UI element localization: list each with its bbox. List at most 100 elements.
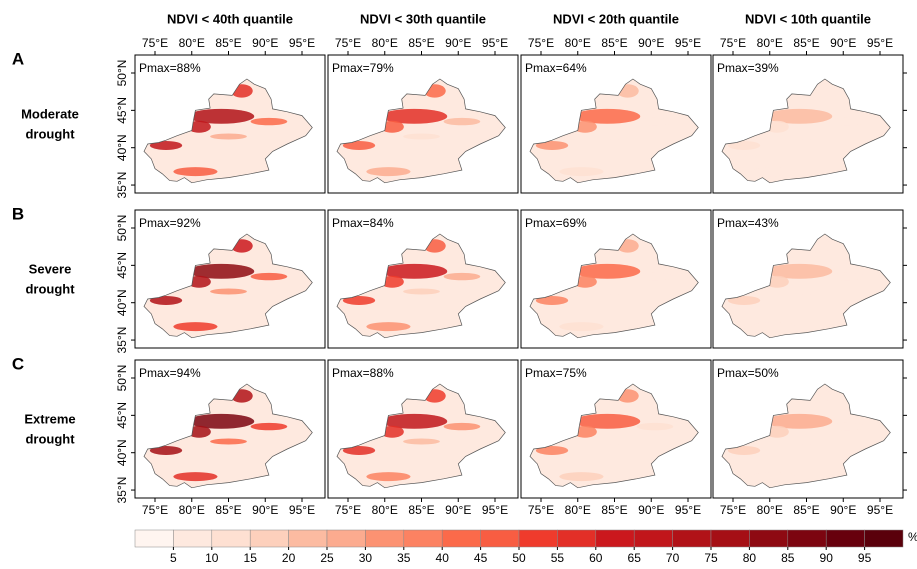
row-label: drought bbox=[25, 126, 75, 141]
lon-tick-label: 90°E bbox=[445, 36, 471, 50]
colorbar-label: 10 bbox=[205, 551, 219, 564]
drought-patch bbox=[788, 439, 825, 445]
colorbar-label: 90 bbox=[820, 551, 834, 564]
drought-patch bbox=[366, 322, 410, 331]
colorbar-label: 30 bbox=[359, 551, 373, 564]
lon-tick-label: 90°E bbox=[638, 36, 664, 50]
lon-tick-label: 90°E bbox=[252, 503, 278, 517]
drought-patch bbox=[637, 273, 674, 280]
pmax-label: Pmax=79% bbox=[332, 61, 394, 75]
lon-tick-label: 80°E bbox=[179, 503, 205, 517]
lon-tick-label: 85°E bbox=[215, 503, 241, 517]
map-panel bbox=[713, 210, 903, 348]
lat-tick-label: 45°N bbox=[115, 97, 129, 124]
colorbar-label: 5 bbox=[170, 551, 177, 564]
drought-patch bbox=[403, 134, 440, 140]
lon-tick-label: 85°E bbox=[408, 503, 434, 517]
drought-patch bbox=[637, 118, 674, 125]
row-label: Moderate bbox=[21, 106, 79, 121]
lon-tick-label: 90°E bbox=[252, 36, 278, 50]
colorbar-label: 95 bbox=[858, 551, 872, 564]
map-panel bbox=[328, 210, 518, 348]
drought-patch bbox=[559, 322, 603, 331]
lon-tick-label: 80°E bbox=[757, 503, 783, 517]
figure: NDVI < 40th quantile NDVI < 30th quantile… bbox=[0, 0, 917, 564]
lat-tick-label: 35°N bbox=[115, 172, 129, 199]
colorbar-cell bbox=[250, 530, 288, 547]
colorbar-cell bbox=[442, 530, 480, 547]
drought-patch bbox=[173, 322, 217, 331]
row-label: drought bbox=[25, 431, 75, 446]
row-label: Severe bbox=[29, 261, 72, 276]
lat-tick-label: 50°N bbox=[115, 365, 129, 392]
colorbar-cell bbox=[365, 530, 403, 547]
lon-tick-label: 75°E bbox=[335, 36, 361, 50]
lon-tick-label: 85°E bbox=[601, 36, 627, 50]
drought-patch bbox=[829, 423, 866, 430]
drought-patch bbox=[596, 134, 633, 140]
pmax-label: Pmax=94% bbox=[139, 366, 201, 380]
drought-patch bbox=[403, 439, 440, 445]
lon-tick-label: 75°E bbox=[142, 36, 168, 50]
column-title: NDVI < 30th quantile bbox=[360, 11, 486, 26]
map-panel bbox=[135, 55, 325, 193]
column-title: NDVI < 20th quantile bbox=[553, 11, 679, 26]
drought-patch bbox=[366, 472, 410, 481]
colorbar-label: 25 bbox=[320, 551, 334, 564]
colorbar-label: 35 bbox=[397, 551, 411, 564]
colorbar-cell bbox=[404, 530, 442, 547]
drought-patch bbox=[596, 439, 633, 445]
lon-tick-label: 90°E bbox=[445, 503, 471, 517]
drought-patch bbox=[173, 472, 217, 481]
pmax-label: Pmax=92% bbox=[139, 216, 201, 230]
colorbar-label: 50 bbox=[512, 551, 526, 564]
map-panel bbox=[328, 360, 518, 498]
lat-tick-label: 50°N bbox=[115, 60, 129, 87]
colorbar-label: 20 bbox=[282, 551, 296, 564]
lat-tick-label: 35°N bbox=[115, 477, 129, 504]
row-letter: A bbox=[12, 49, 24, 68]
lon-tick-label: 90°E bbox=[830, 503, 856, 517]
colorbar-label: 55 bbox=[551, 551, 565, 564]
lon-tick-label: 80°E bbox=[372, 36, 398, 50]
map-panel bbox=[713, 360, 903, 498]
lon-tick-label: 80°E bbox=[372, 503, 398, 517]
map-panel bbox=[328, 55, 518, 193]
row-letter: C bbox=[12, 354, 24, 373]
pmax-label: Pmax=64% bbox=[525, 61, 587, 75]
drought-patch bbox=[251, 118, 288, 125]
pmax-label: Pmax=88% bbox=[139, 61, 201, 75]
colorbar-label: 85 bbox=[781, 551, 795, 564]
lon-tick-label: 75°E bbox=[720, 36, 746, 50]
colorbar-cell bbox=[212, 530, 250, 547]
column-title: NDVI < 40th quantile bbox=[167, 11, 293, 26]
lon-tick-label: 95°E bbox=[675, 36, 701, 50]
drought-patch bbox=[444, 118, 481, 125]
lon-tick-label: 95°E bbox=[289, 36, 315, 50]
drought-patch bbox=[559, 167, 603, 176]
lon-tick-label: 90°E bbox=[830, 36, 856, 50]
drought-patch bbox=[173, 167, 217, 176]
lon-tick-label: 75°E bbox=[720, 503, 746, 517]
colorbar-cell bbox=[749, 530, 787, 547]
lon-tick-label: 80°E bbox=[565, 36, 591, 50]
map-panel bbox=[521, 210, 711, 348]
colorbar-cell bbox=[865, 530, 903, 547]
colorbar-cell bbox=[826, 530, 864, 547]
colorbar-label: 65 bbox=[628, 551, 642, 564]
lat-tick-label: 40°N bbox=[115, 134, 129, 161]
colorbar-label: 60 bbox=[589, 551, 603, 564]
row-label: Extreme bbox=[24, 411, 75, 426]
colorbar-label: 75 bbox=[704, 551, 718, 564]
lon-tick-label: 95°E bbox=[867, 36, 893, 50]
colorbar-cell bbox=[788, 530, 826, 547]
map-panel bbox=[521, 55, 711, 193]
lat-tick-label: 50°N bbox=[115, 215, 129, 242]
drought-patch bbox=[751, 322, 795, 331]
lon-tick-label: 95°E bbox=[289, 503, 315, 517]
map-panel bbox=[135, 210, 325, 348]
lon-tick-label: 85°E bbox=[793, 36, 819, 50]
lon-tick-label: 85°E bbox=[793, 503, 819, 517]
column-title: NDVI < 10th quantile bbox=[745, 11, 871, 26]
drought-patch bbox=[210, 134, 247, 140]
